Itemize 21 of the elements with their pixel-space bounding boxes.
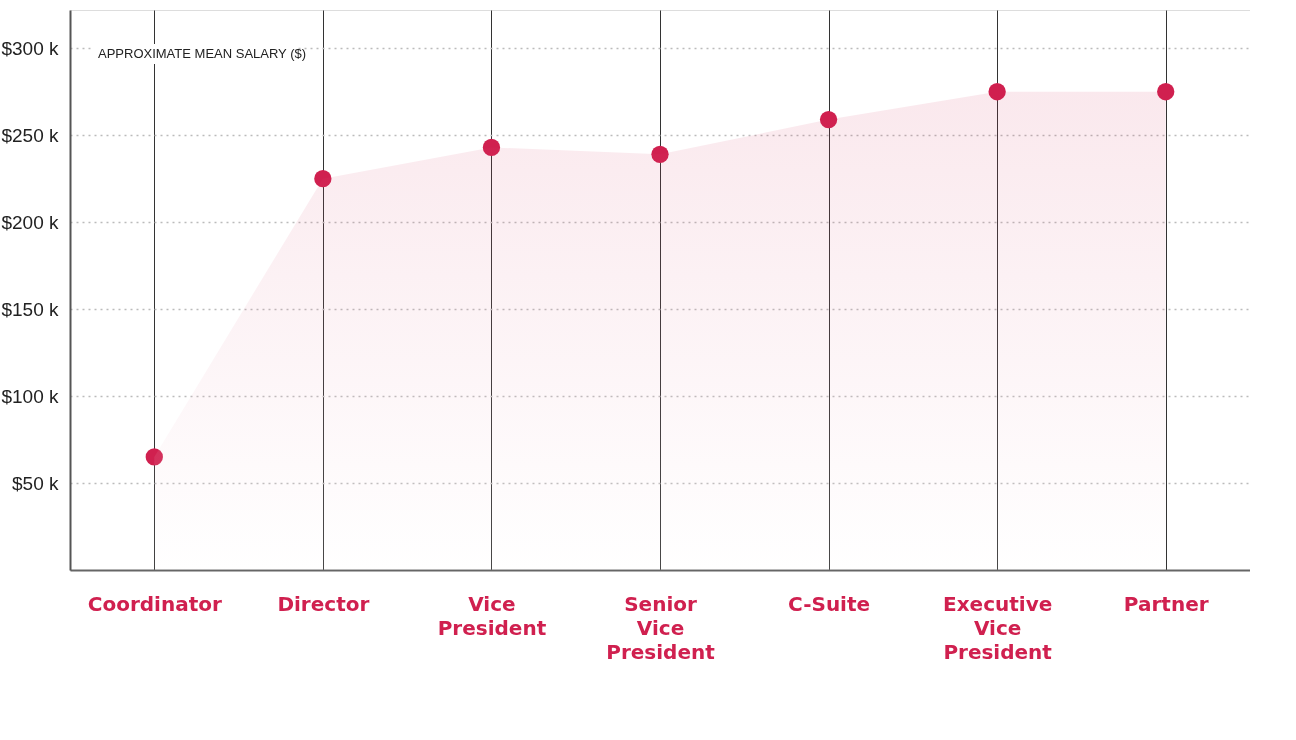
y-tick-label: $250 k (1, 124, 59, 146)
point (651, 145, 669, 163)
point (145, 448, 163, 466)
x-tick-label: Executive Vice President (943, 591, 1053, 664)
y-tick-label: $150 k (1, 298, 59, 320)
y-tick-label: $50 k (12, 472, 59, 494)
x-tick-label: Partner (1123, 591, 1209, 616)
point (1157, 83, 1175, 101)
point (988, 83, 1006, 101)
y-tick-label: $100 k (1, 385, 59, 407)
annotation: APPROXIMATE MEAN SALARY ($) (98, 46, 307, 61)
point (314, 170, 332, 188)
x-tick-label: Coordinator (87, 591, 222, 616)
x-tick-label: C-Suite (788, 591, 871, 616)
point (482, 138, 501, 157)
x-tick-label: Director (277, 591, 370, 616)
x-tick-label: Vice President (437, 591, 547, 640)
x-tick-label: Senior Vice President (606, 591, 716, 664)
y-tick-label: $300 k (1, 37, 59, 59)
y-tick-label: $200 k (1, 211, 59, 233)
point (819, 110, 838, 129)
